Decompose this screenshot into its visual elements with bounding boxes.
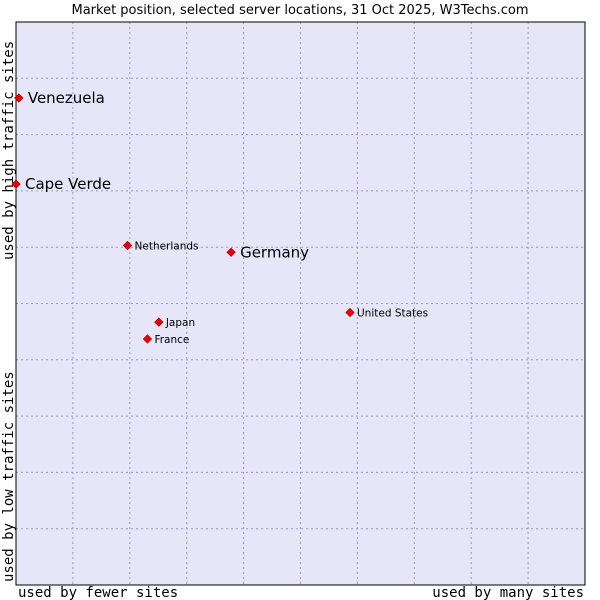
point-label-united-states: United States — [357, 308, 428, 320]
point-marker-france — [142, 334, 153, 344]
y-axis-label-top: used by high traffic sites — [1, 41, 17, 260]
point-marker-cape-verde — [11, 179, 21, 189]
chart-title: Market position, selected server locatio… — [71, 3, 528, 18]
plot-frame — [15, 21, 586, 586]
point-label-japan: Japan — [165, 317, 195, 329]
point-marker-japan — [154, 317, 164, 327]
point-marker-venezuela — [14, 93, 24, 103]
point-label-france: France — [154, 334, 189, 346]
x-axis-label-right: used by many sites — [432, 585, 584, 600]
x-axis-label-left: used by fewer sites — [18, 585, 178, 600]
grid — [16, 22, 585, 585]
point-label-venezuela: Venezuela — [28, 89, 105, 107]
data-points: Venezuela Cape Verde Netherlands Germany Uni… — [11, 89, 428, 346]
point-marker-netherlands — [122, 240, 133, 251]
point-label-netherlands: Netherlands — [135, 241, 199, 253]
point-marker-germany — [226, 247, 236, 257]
point-marker-united-states — [345, 307, 355, 318]
point-label-germany: Germany — [240, 243, 309, 261]
y-axis-label-bottom: used by low traffic sites — [1, 371, 17, 582]
point-label-cape-verde: Cape Verde — [25, 175, 111, 193]
